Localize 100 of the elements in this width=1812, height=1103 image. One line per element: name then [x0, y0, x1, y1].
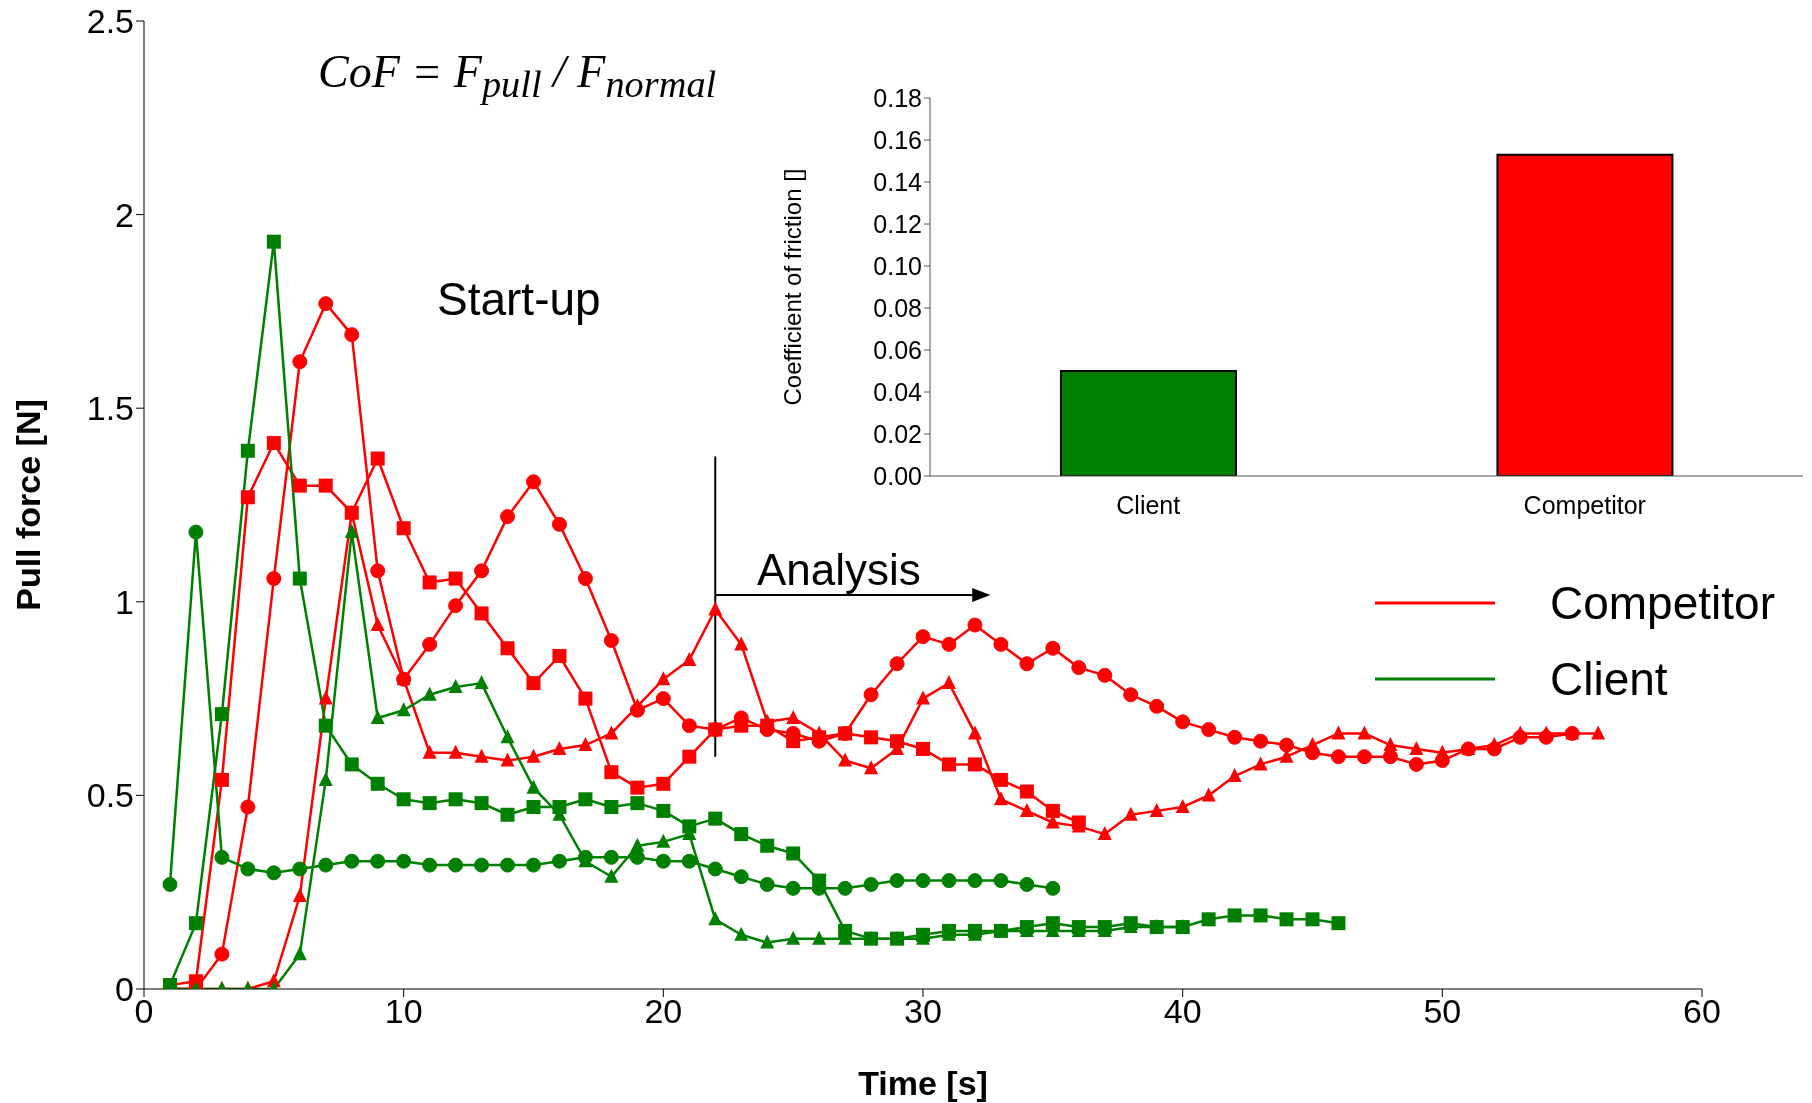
point	[474, 796, 489, 811]
point	[1539, 725, 1554, 740]
y-tick-label: 0.02	[873, 419, 922, 448]
point	[266, 234, 281, 249]
y-tick-label: 0.08	[873, 293, 922, 322]
point	[1019, 656, 1035, 672]
point	[812, 873, 827, 888]
point	[629, 849, 645, 865]
point	[318, 478, 333, 493]
point	[370, 617, 385, 632]
point	[1071, 660, 1087, 676]
annotation: Start-up	[437, 272, 601, 326]
point	[864, 760, 879, 775]
point	[578, 691, 593, 706]
point	[630, 796, 645, 811]
point	[526, 857, 541, 873]
point	[1045, 803, 1060, 818]
point	[1019, 802, 1034, 817]
point	[1201, 912, 1216, 927]
point	[786, 709, 801, 724]
point	[318, 296, 334, 312]
y-axis-title: Coefficient of friction []	[778, 168, 806, 406]
point	[1227, 729, 1243, 745]
point	[786, 734, 801, 749]
annotation: CoF = F$_{pull}$ / F$_{normal}$	[318, 45, 717, 107]
point	[604, 868, 619, 883]
point	[1357, 725, 1372, 740]
point	[370, 709, 385, 724]
point	[1227, 908, 1242, 923]
point	[863, 876, 879, 892]
point	[526, 676, 541, 691]
point	[266, 571, 282, 587]
point	[474, 563, 490, 579]
point	[526, 800, 541, 815]
point	[1175, 714, 1191, 730]
point	[863, 687, 879, 703]
point	[318, 718, 333, 733]
x-tick-label: 20	[644, 992, 683, 1031]
point	[967, 873, 983, 889]
y-tick-label: 0.12	[873, 209, 922, 238]
point	[1331, 725, 1346, 740]
point	[526, 779, 541, 794]
point	[1305, 912, 1320, 927]
point	[474, 748, 489, 763]
point	[500, 807, 515, 822]
point	[734, 827, 749, 842]
point	[760, 934, 775, 949]
point	[1149, 802, 1164, 817]
point	[1409, 740, 1424, 755]
point	[1045, 880, 1061, 896]
point	[526, 748, 541, 763]
point	[344, 327, 360, 343]
point	[370, 776, 385, 791]
point	[812, 930, 827, 945]
point	[214, 707, 229, 722]
legend-label: Client	[1550, 652, 1668, 706]
point	[422, 686, 437, 701]
point	[292, 946, 307, 961]
point	[1383, 737, 1398, 752]
point	[240, 861, 256, 877]
point	[655, 853, 671, 869]
point	[734, 636, 749, 651]
point	[967, 725, 982, 740]
point	[785, 880, 801, 896]
point	[681, 853, 697, 869]
point	[734, 718, 749, 733]
point	[864, 730, 879, 745]
point	[681, 718, 697, 734]
point	[1591, 725, 1606, 740]
point	[603, 633, 619, 649]
point	[370, 563, 386, 579]
point	[838, 752, 853, 767]
legend-label: Competitor	[1550, 576, 1775, 630]
point	[682, 651, 697, 666]
point	[1123, 687, 1139, 703]
point	[1019, 876, 1035, 892]
point	[292, 354, 308, 370]
point	[889, 656, 905, 672]
point	[266, 436, 281, 451]
point	[941, 873, 957, 889]
point	[214, 946, 230, 962]
point	[916, 690, 930, 705]
x-tick-label: 60	[1683, 992, 1721, 1031]
point	[318, 857, 334, 873]
point	[941, 636, 957, 652]
x-tick-label: 30	[904, 992, 942, 1031]
point	[500, 857, 516, 873]
point	[214, 772, 229, 787]
point	[578, 737, 593, 752]
y-tick-label: 0.00	[873, 461, 922, 490]
x-axis-title: Time [s]	[858, 1064, 988, 1102]
point	[551, 853, 567, 869]
point	[734, 926, 749, 941]
point	[500, 729, 515, 744]
point	[656, 803, 671, 818]
point	[941, 675, 956, 690]
point	[448, 744, 463, 759]
point	[526, 474, 541, 490]
x-tick-label: 40	[1163, 992, 1202, 1031]
point	[1149, 698, 1165, 714]
